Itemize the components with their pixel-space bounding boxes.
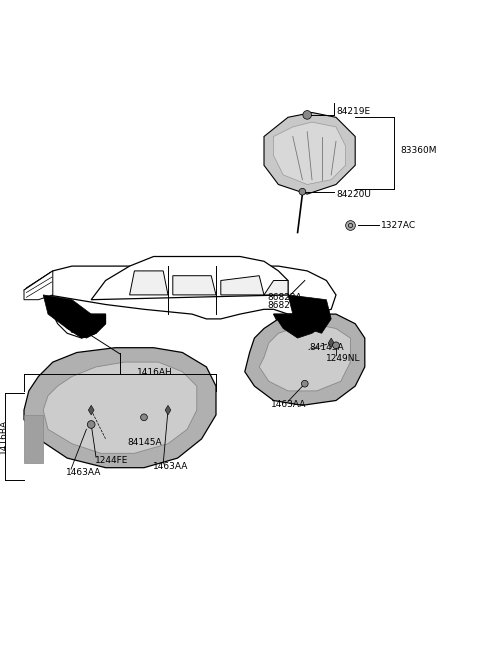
Polygon shape bbox=[274, 314, 326, 338]
Polygon shape bbox=[24, 348, 216, 468]
Text: 84145A: 84145A bbox=[127, 438, 162, 447]
Text: 83360M: 83360M bbox=[401, 147, 437, 156]
Polygon shape bbox=[165, 405, 171, 415]
Polygon shape bbox=[274, 122, 346, 185]
Bar bbox=[24, 415, 43, 463]
Text: 1463AA: 1463AA bbox=[271, 400, 307, 409]
Circle shape bbox=[303, 110, 312, 119]
Polygon shape bbox=[245, 314, 365, 405]
Text: 84219E: 84219E bbox=[336, 106, 370, 116]
Polygon shape bbox=[91, 256, 288, 300]
Polygon shape bbox=[264, 281, 288, 295]
Polygon shape bbox=[274, 314, 326, 338]
Polygon shape bbox=[264, 112, 355, 194]
Circle shape bbox=[87, 420, 95, 428]
Polygon shape bbox=[58, 314, 106, 338]
Text: 1463AA: 1463AA bbox=[153, 463, 188, 471]
Polygon shape bbox=[221, 276, 264, 295]
Text: 86811: 86811 bbox=[70, 326, 98, 335]
Polygon shape bbox=[173, 276, 216, 295]
Text: 86821B: 86821B bbox=[267, 301, 301, 310]
Text: 1416BA: 1416BA bbox=[0, 419, 8, 454]
Text: 86822A: 86822A bbox=[267, 293, 301, 302]
Polygon shape bbox=[24, 266, 336, 319]
Text: 1327AC: 1327AC bbox=[381, 221, 416, 230]
Text: 1463AA: 1463AA bbox=[66, 468, 102, 477]
Text: 84220U: 84220U bbox=[336, 190, 371, 198]
Polygon shape bbox=[53, 314, 106, 338]
Circle shape bbox=[333, 342, 339, 349]
Text: 1244FE: 1244FE bbox=[95, 456, 129, 465]
Circle shape bbox=[299, 189, 306, 195]
Text: 86812: 86812 bbox=[70, 319, 98, 328]
Text: 1416AH: 1416AH bbox=[137, 368, 172, 377]
Polygon shape bbox=[259, 324, 350, 391]
Polygon shape bbox=[328, 338, 334, 348]
Polygon shape bbox=[88, 405, 94, 415]
Polygon shape bbox=[43, 295, 96, 338]
Text: 1249NL: 1249NL bbox=[326, 353, 361, 363]
Circle shape bbox=[141, 414, 147, 420]
Polygon shape bbox=[43, 362, 197, 453]
Text: 84145A: 84145A bbox=[310, 343, 344, 352]
Polygon shape bbox=[24, 271, 53, 300]
Polygon shape bbox=[288, 295, 331, 333]
Polygon shape bbox=[130, 271, 168, 295]
Circle shape bbox=[301, 380, 308, 387]
